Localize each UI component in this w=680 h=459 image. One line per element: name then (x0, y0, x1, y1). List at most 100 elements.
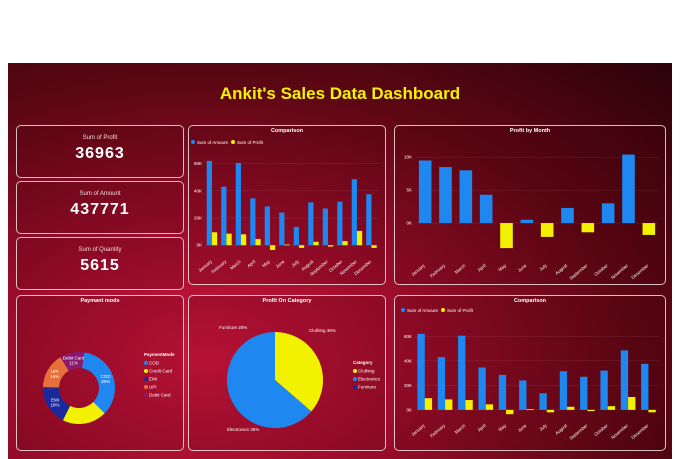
legend-label: COD (149, 361, 160, 366)
slice-label: 18% (50, 402, 59, 407)
legend-label: Credit Card (149, 369, 173, 374)
profit-by-month-panel[interactable]: Profit by Month 10K 5K 0K January February Ma… (394, 125, 666, 285)
bar-profit (500, 223, 513, 249)
bar-profit (269, 245, 276, 250)
x-tick-label: May (261, 258, 271, 268)
x-tick-label: November (610, 423, 629, 440)
pie-slice (226, 332, 312, 428)
x-tick-label: August (554, 262, 569, 275)
slice-label: Clothing 36% (309, 328, 336, 333)
bar-profit (240, 234, 247, 246)
legend-label: Sum of Profit (237, 140, 264, 145)
legend-marker (144, 385, 148, 389)
payment-mode-panel[interactable]: Paymant mods COD 35% EMI 18% UPI 16% Debit Car… (16, 295, 184, 451)
bar-profit (520, 219, 534, 224)
legend-marker (191, 140, 195, 144)
x-tick-label: January (410, 422, 426, 437)
legend-label: Clothing (358, 369, 375, 374)
bar-amount (478, 367, 486, 410)
bar-profit (445, 399, 453, 410)
slice-label: 16% (50, 374, 59, 379)
legend-title: Category (353, 360, 373, 365)
bar-profit (439, 167, 452, 224)
y-tick-label: 40K (194, 188, 202, 193)
legend-label: Furniture (358, 385, 377, 390)
bar-profit (622, 154, 635, 224)
slice-label: COD (101, 374, 112, 379)
kpi-label: Sum of Quantity (78, 247, 122, 253)
bar-profit (298, 245, 305, 248)
panel-title: Paymant mods (80, 298, 120, 304)
bar-profit (526, 409, 534, 411)
comparison-chart-panel-top[interactable]: Comparison Sum of Amount Sum of Profit 60K… (188, 125, 386, 285)
x-tick-label: April (246, 259, 256, 269)
comparison-bar-chart: Sum of Amount Sum of Profit60K40K20K0KJan… (401, 308, 659, 441)
bar-profit (642, 223, 656, 235)
x-tick-label: December (630, 263, 649, 280)
bar-profit (581, 223, 595, 233)
donut-slice (62, 402, 105, 424)
x-tick-label: April (477, 263, 487, 273)
kpi-value: 5615 (80, 257, 120, 274)
panel-title: Profit On Category (262, 298, 312, 304)
bar-profit (255, 239, 261, 246)
slice-label: UPI (51, 369, 59, 374)
y-tick-label: 60K (404, 334, 412, 339)
legend-marker (144, 377, 148, 381)
y-tick-label: 0K (406, 407, 412, 412)
bar-amount (580, 376, 588, 410)
x-tick-label: February (210, 258, 228, 274)
bar-amount (351, 179, 357, 246)
bar-amount (620, 350, 629, 410)
bar-amount (250, 198, 256, 246)
legend-label: EMI (149, 377, 157, 382)
comparison-bar-chart: Sum of Amount Sum of Profit60K40K20K0KJan… (191, 140, 379, 277)
kpi-card-amount[interactable]: Sum of Amount 437771 (16, 181, 184, 234)
x-tick-label: March (229, 259, 242, 271)
bar-profit (226, 233, 232, 246)
kpi-value: 437771 (70, 201, 130, 218)
x-tick-label: October (593, 423, 609, 437)
bar-amount (235, 162, 241, 246)
dashboard-title: Ankit's Sales Data Dashboard (219, 84, 461, 103)
y-tick-label: 0K (406, 221, 412, 226)
bar-profit (561, 207, 574, 224)
legend-label: Electronics (358, 377, 381, 382)
y-tick-label: 20K (404, 383, 412, 388)
slice-label: Electronics 35% (227, 427, 259, 432)
y-tick-label: 5K (406, 188, 412, 193)
bar-amount (600, 370, 608, 410)
legend-label: Sum of Profit (447, 308, 474, 313)
x-tick-label: October (593, 263, 609, 277)
bar-amount (293, 226, 299, 246)
comparison-chart-panel-bottom[interactable]: Comparison Sum of Amount Sum of Profit 60K… (394, 295, 666, 451)
bar-profit (327, 245, 334, 247)
bar-profit (371, 245, 377, 248)
legend-marker (144, 361, 148, 365)
bar-profit (607, 406, 616, 410)
bar-amount (519, 380, 527, 410)
bar-profit (342, 241, 348, 246)
profit-on-category-panel[interactable]: Profit On Category Clothing 36% Electroni… (188, 295, 386, 451)
x-tick-label: April (477, 423, 487, 433)
pie-slice (275, 332, 323, 412)
bar-profit (587, 409, 595, 412)
legend-label: Sum of Amount (197, 140, 229, 145)
bar-amount (559, 371, 568, 410)
legend-marker (401, 308, 405, 312)
y-tick-label: 40K (404, 358, 412, 363)
x-tick-label: December (630, 423, 649, 440)
x-tick-label: July (538, 262, 548, 271)
slice-label: Debit Card (63, 356, 85, 361)
x-tick-label: September (568, 263, 588, 281)
bar-amount (498, 374, 507, 410)
legend-label: UPI (149, 385, 157, 390)
dashboard-canvas: Ankit's Sales Data Dashboard Sum of Prof… (8, 63, 672, 459)
kpi-card-quantity[interactable]: Sum of Quantity 5615 (16, 237, 184, 290)
panel-title: Comparison (513, 298, 547, 304)
profit-category-pie-chart: Clothing 36% Electronics 35% Furniture 28%… (219, 325, 381, 432)
kpi-card-profit[interactable]: Sum of Profit 36963 (16, 125, 184, 178)
donut-slice (81, 352, 115, 414)
x-tick-label: November (610, 263, 629, 280)
bar-profit (485, 404, 494, 410)
